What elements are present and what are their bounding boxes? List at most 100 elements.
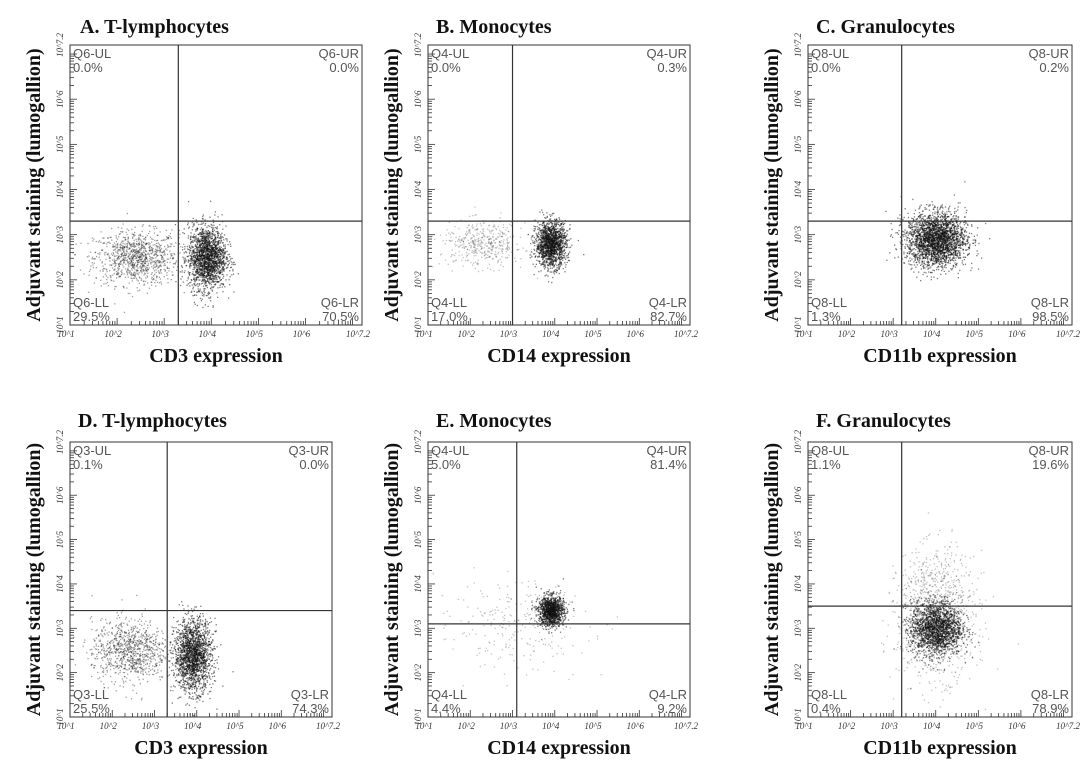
event-dot [140,267,142,269]
event-dot [145,269,147,271]
event-dot [221,249,223,251]
event-dot [556,223,558,225]
event-dot [170,243,172,245]
event-dot [533,236,535,239]
event-dot [526,250,528,252]
event-dot [216,244,218,246]
event-dot [547,267,549,269]
event-dot [99,259,101,261]
event-dot [508,246,510,249]
event-dot [150,263,152,265]
event-dots [72,200,239,313]
event-dot [141,263,143,265]
event-dot [157,242,159,244]
event-dot [166,244,169,246]
event-dot [170,237,172,240]
event-dot [500,236,503,238]
event-dot [488,241,490,243]
event-dot [562,246,564,249]
event-dot [138,244,141,246]
event-dot [145,255,147,258]
event-dot [497,251,500,253]
event-dot [187,283,189,285]
event-dot [472,224,474,226]
event-dot [546,257,548,260]
event-dot [164,254,166,256]
event-dot [92,258,94,260]
event-dot [499,229,501,232]
event-dot [128,242,130,244]
event-dot [193,236,195,238]
event-dot [159,249,161,251]
event-dot [142,263,144,265]
event-dot [147,259,149,261]
event-dot [474,261,477,263]
event-dot [212,231,214,233]
event-dot [198,275,200,277]
event-dot [131,275,133,277]
event-dot [160,244,162,246]
event-dot [472,246,475,248]
event-dot [543,233,546,236]
event-dot [117,257,119,259]
event-dot [218,249,220,251]
event-dot [550,252,553,254]
event-dot [219,253,221,255]
event-dot [493,270,495,272]
event-dot [220,256,222,258]
event-dot [552,222,554,224]
event-dot [139,255,141,258]
event-dot [146,271,148,273]
event-dot [142,280,144,282]
event-dot [208,250,210,252]
event-dot [207,258,209,261]
event-dot [552,264,554,266]
event-dot [134,275,136,277]
event-dot [172,257,174,260]
event-dot [206,275,208,277]
event-dot [169,257,172,259]
event-dot [205,232,207,234]
event-dot [488,224,490,226]
event-dot [100,231,102,233]
event-dot [568,260,570,262]
event-dot [151,252,153,255]
event-dot [121,247,123,249]
event-dot [126,244,128,247]
event-dot [138,250,140,252]
event-dot [218,259,220,262]
event-dot [196,271,198,273]
event-dot [205,242,207,244]
event-dot [550,263,552,265]
event-dot [225,258,227,260]
event-dot [560,236,562,238]
event-dot [159,260,161,262]
event-dot [143,246,145,248]
event-dot [127,240,129,242]
event-dot [133,250,135,252]
event-dot [219,257,221,259]
event-dot [219,224,221,226]
event-dot [120,253,122,256]
event-dot [160,265,162,267]
event-dot [109,264,111,266]
event-dot [495,237,497,240]
event-dot [538,227,540,229]
event-dot [102,242,104,244]
event-dot [213,263,215,265]
event-dot [550,271,553,273]
event-dot [457,240,459,242]
event-dot [214,214,216,216]
event-dot [196,221,198,224]
event-dot [187,237,189,239]
event-dot [214,211,216,213]
event-dot [468,253,470,255]
event-dot [111,267,114,269]
event-dot [110,275,112,277]
event-dot [187,248,189,250]
event-dot [194,280,196,282]
event-dot [546,248,548,250]
event-dot [129,247,131,250]
panel-0: 10^110^110^210^210^310^310^410^410^510^5… [23,16,371,367]
event-dot [132,266,134,268]
